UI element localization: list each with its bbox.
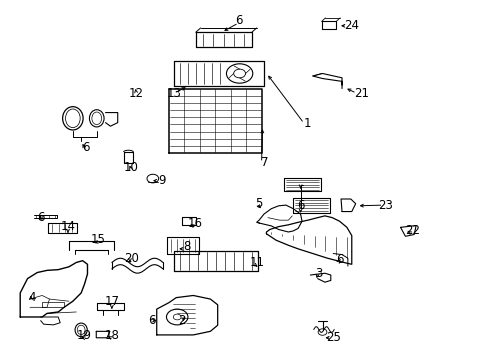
Text: 6: 6 [37,211,44,224]
Text: 25: 25 [325,330,340,343]
Text: 16: 16 [187,217,202,230]
Text: 6: 6 [296,199,304,212]
Text: 22: 22 [405,224,419,237]
Text: 6: 6 [82,141,90,154]
Text: 6: 6 [148,314,155,327]
Text: 12: 12 [128,87,143,100]
Text: 6: 6 [335,253,343,266]
Text: 11: 11 [249,256,264,269]
Text: 20: 20 [123,252,139,265]
Text: 5: 5 [255,197,262,210]
Text: 13: 13 [166,87,181,100]
Text: 9: 9 [158,174,165,187]
Text: 21: 21 [353,87,368,100]
Text: 18: 18 [104,329,119,342]
Text: 1: 1 [304,117,311,130]
Text: 17: 17 [104,296,119,309]
Text: 3: 3 [314,267,322,280]
Text: 7: 7 [261,156,268,169]
Text: 6: 6 [234,14,242,27]
Text: 8: 8 [183,240,190,253]
Text: 23: 23 [378,199,392,212]
Text: 10: 10 [123,161,139,174]
Text: 19: 19 [77,329,92,342]
Text: 2: 2 [178,314,185,327]
Text: 24: 24 [344,19,359,32]
Text: 14: 14 [61,220,75,233]
Text: 4: 4 [29,291,36,304]
Text: 15: 15 [91,233,105,246]
